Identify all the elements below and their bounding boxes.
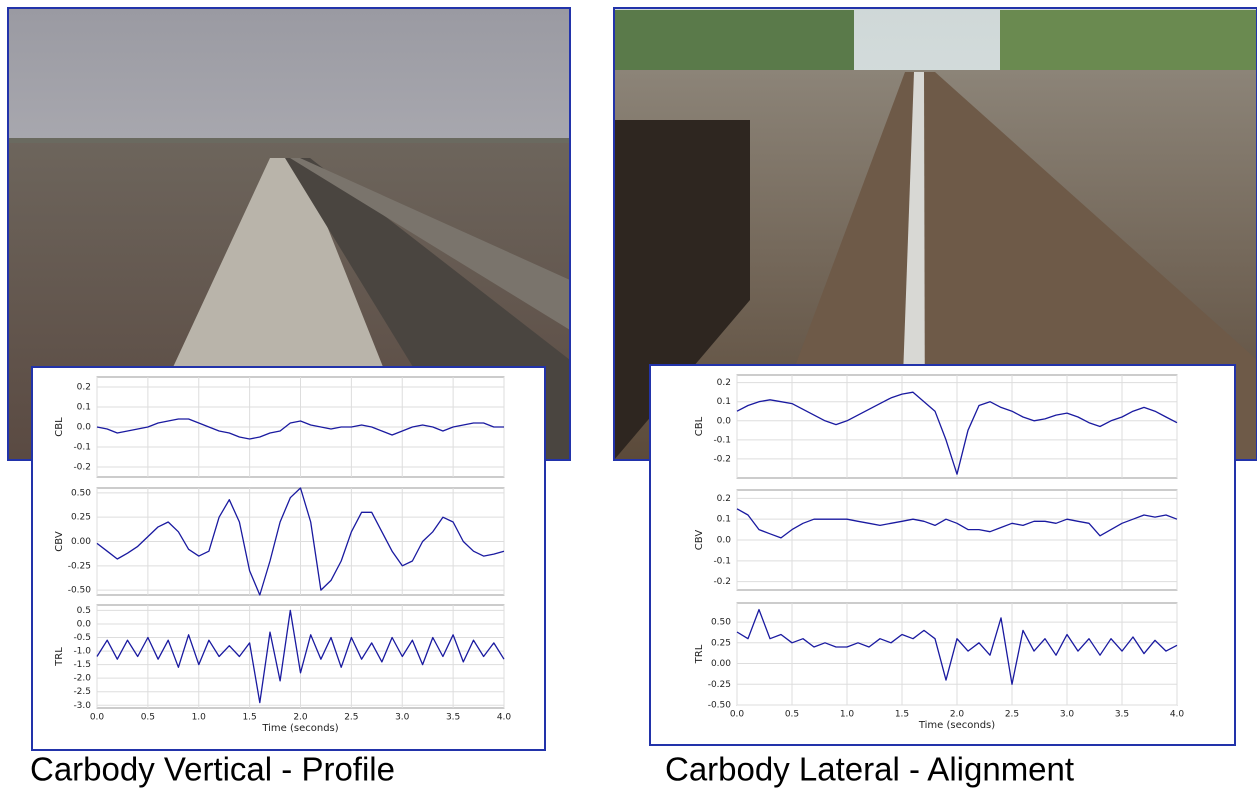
x-tick-label: 2.0 (293, 713, 308, 723)
data-line (96, 609, 505, 704)
data-line (96, 487, 505, 596)
y-tick-label: 0.0 (717, 416, 732, 426)
y-tick-label: -2.5 (73, 687, 91, 697)
x-tick-label: 0.5 (785, 710, 799, 720)
y-tick-label: 0.00 (711, 659, 731, 669)
y-axis-label: TRL (694, 644, 705, 664)
x-tick-label: 2.0 (950, 710, 965, 720)
x-axis-label: Time (seconds) (918, 720, 995, 731)
data-line (736, 391, 1178, 475)
y-tick-label: 0.1 (77, 403, 91, 413)
x-tick-label: 3.0 (1060, 710, 1075, 720)
x-axis-label: Time (seconds) (261, 723, 338, 734)
y-tick-label: 0.25 (71, 513, 91, 523)
caption: Carbody Lateral - Alignment (665, 751, 1074, 788)
y-tick-label: -0.1 (713, 435, 731, 445)
y-tick-label: -0.25 (708, 680, 731, 690)
y-axis-label: CBV (54, 531, 65, 552)
y-tick-label: 0.0 (77, 619, 92, 629)
y-tick-label: 0.2 (717, 494, 731, 504)
data-line (96, 418, 504, 440)
data-line (736, 508, 1178, 539)
x-tick-label: 4.0 (497, 713, 512, 723)
x-tick-label: 1.0 (840, 710, 855, 720)
x-tick-label: 0.0 (730, 710, 745, 720)
x-tick-label: 3.5 (446, 713, 460, 723)
y-tick-label: 0.0 (717, 536, 732, 546)
y-axis-label: CBL (694, 416, 705, 436)
x-tick-label: 1.0 (192, 713, 207, 723)
y-tick-label: -0.50 (708, 701, 732, 711)
y-tick-label: -0.2 (713, 454, 731, 464)
y-tick-label: -0.1 (713, 556, 731, 566)
y-tick-label: -1.5 (73, 660, 91, 670)
y-tick-label: 0.50 (71, 488, 91, 498)
y-tick-label: -0.2 (713, 577, 731, 587)
y-tick-label: -0.2 (73, 463, 91, 473)
y-tick-label: -0.5 (73, 633, 91, 643)
y-tick-label: -0.50 (68, 586, 92, 596)
y-tick-label: -0.25 (68, 561, 91, 571)
x-tick-label: 2.5 (344, 713, 358, 723)
x-tick-label: 2.5 (1005, 710, 1019, 720)
x-tick-label: 3.0 (395, 713, 410, 723)
x-tick-label: 0.0 (90, 713, 105, 723)
y-axis-label: CBV (694, 530, 705, 551)
y-tick-label: 0.1 (717, 397, 731, 407)
y-tick-label: 0.1 (717, 515, 731, 525)
y-tick-label: 0.2 (77, 383, 91, 393)
y-tick-label: 0.25 (711, 638, 731, 648)
y-tick-label: 0.50 (711, 618, 731, 628)
y-tick-label: -1.0 (73, 647, 91, 657)
y-tick-label: -2.0 (73, 674, 91, 684)
y-tick-label: 0.2 (717, 378, 731, 388)
caption: Carbody Vertical - Profile (30, 751, 395, 788)
y-tick-label: -3.0 (73, 701, 91, 711)
y-axis-label: TRL (54, 647, 65, 667)
x-tick-label: 1.5 (242, 713, 256, 723)
y-axis-label: CBL (54, 417, 65, 437)
x-tick-label: 0.5 (141, 713, 155, 723)
y-tick-label: 0.5 (77, 606, 91, 616)
data-line (736, 608, 1178, 685)
x-tick-label: 1.5 (895, 710, 909, 720)
x-tick-label: 3.5 (1115, 710, 1129, 720)
y-tick-label: 0.0 (77, 423, 92, 433)
y-tick-label: 0.00 (71, 537, 91, 547)
y-tick-label: -0.1 (73, 443, 91, 453)
x-tick-label: 4.0 (1170, 710, 1185, 720)
